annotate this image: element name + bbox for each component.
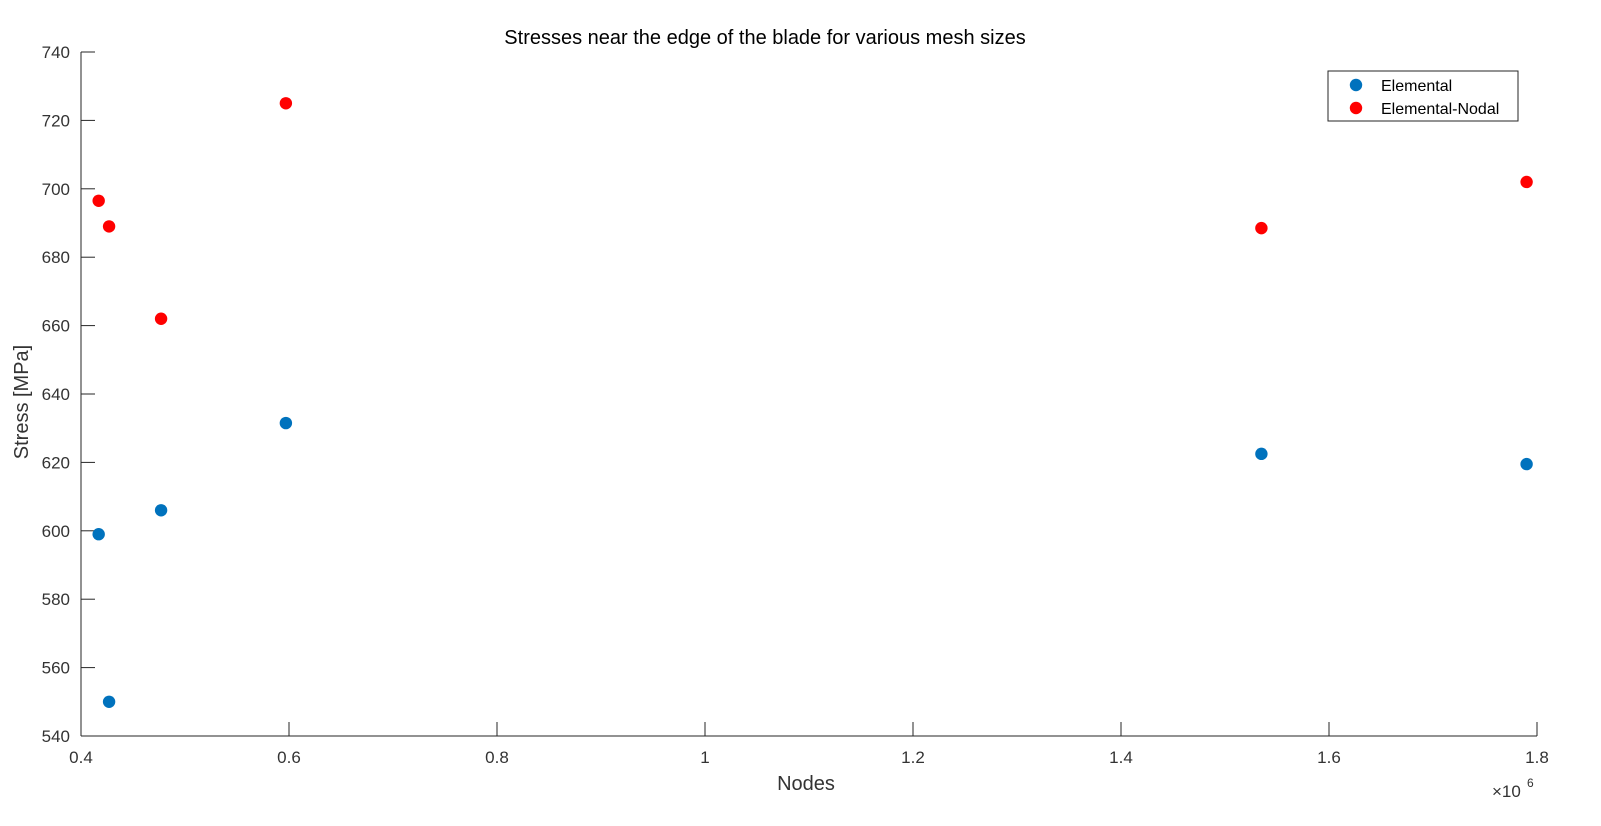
y-tick-label: 600 bbox=[42, 522, 70, 541]
legend-label: Elemental bbox=[1381, 78, 1452, 95]
legend: Elemental Elemental-Nodal bbox=[1327, 70, 1519, 122]
y-tick-label: 620 bbox=[42, 453, 70, 472]
data-point bbox=[1255, 447, 1268, 461]
x-exponent-label: ×10 bbox=[1492, 782, 1521, 801]
data-point bbox=[102, 220, 116, 233]
x-tick-label: 1.8 bbox=[1525, 748, 1549, 767]
data-point bbox=[279, 416, 293, 430]
x-tick-label: 1.6 bbox=[1317, 748, 1341, 767]
y-tick-label: 660 bbox=[42, 317, 70, 336]
series-elemental bbox=[92, 416, 1533, 708]
series-elemental-nodal bbox=[92, 97, 1533, 325]
legend-marker bbox=[1349, 78, 1363, 92]
y-axis-title: Stress [MPa] bbox=[11, 345, 33, 459]
legend-marker bbox=[1349, 101, 1363, 115]
x-tick-label: 0.4 bbox=[69, 748, 93, 767]
data-points bbox=[92, 97, 1533, 708]
y-tick-label: 540 bbox=[42, 727, 70, 746]
x-exponent-power: 6 bbox=[1527, 776, 1534, 790]
y-tick-label: 560 bbox=[42, 659, 70, 678]
x-tick-label: 0.8 bbox=[485, 748, 509, 767]
data-point bbox=[279, 97, 293, 110]
y-tick-label: 640 bbox=[42, 385, 70, 404]
x-tick-label: 1 bbox=[700, 748, 709, 767]
y-tick-label: 720 bbox=[42, 111, 70, 130]
x-axis-title: Nodes bbox=[777, 773, 835, 795]
legend-label: Elemental-Nodal bbox=[1381, 101, 1499, 118]
data-point bbox=[154, 312, 168, 325]
chart-title: Stresses near the edge of the blade for … bbox=[504, 27, 1025, 49]
data-point bbox=[102, 695, 116, 708]
x-tick-label: 1.4 bbox=[1109, 748, 1133, 767]
y-tick-label: 740 bbox=[42, 43, 70, 62]
y-tick-label: 700 bbox=[42, 180, 70, 199]
y-tick-label: 580 bbox=[42, 590, 70, 609]
x-tick-label: 1.2 bbox=[901, 748, 925, 767]
y-tick-label: 680 bbox=[42, 248, 70, 267]
data-point bbox=[1520, 457, 1533, 471]
data-point bbox=[1520, 175, 1533, 189]
x-tick-label: 0.6 bbox=[277, 748, 301, 767]
data-point bbox=[92, 194, 105, 207]
data-point bbox=[154, 504, 168, 517]
data-point bbox=[92, 528, 105, 541]
axes: 540 560 580 600 620 640 660 680 700 720 740 0.4 0.6 0… bbox=[42, 43, 1549, 801]
data-point bbox=[1255, 221, 1268, 235]
